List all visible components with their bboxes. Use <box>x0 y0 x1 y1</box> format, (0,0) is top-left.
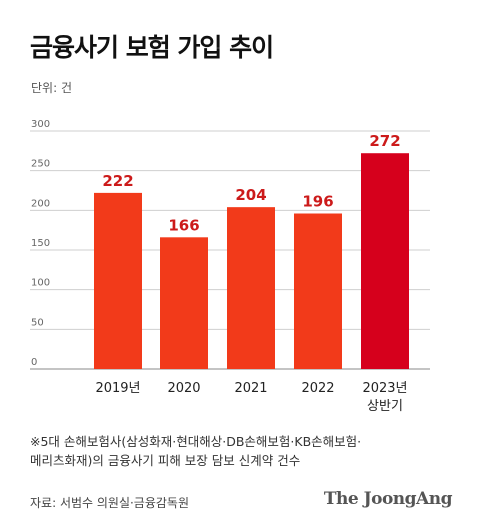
footnote: ※5대 손해보험사(삼성화재·현대해상·DB손해보험·KB손해보험· 메리츠화재… <box>30 432 460 470</box>
y-tick-label: 300 <box>31 119 50 130</box>
x-tick-label: 2022 <box>301 381 334 396</box>
data-label: 166 <box>168 216 199 234</box>
y-tick-label: 250 <box>31 159 50 170</box>
bar <box>94 192 142 369</box>
y-tick-label: 50 <box>31 317 44 328</box>
bar <box>160 237 208 369</box>
bar-chart: 0 50 100 150 200 250 300 222 2019년 166 2020 204 2021… <box>30 119 430 414</box>
chart-title: 금융사기 보험 가입 추이 <box>30 33 274 62</box>
bar <box>227 207 275 369</box>
y-tick-label: 200 <box>31 198 50 209</box>
data-label: 222 <box>102 172 133 190</box>
data-label: 272 <box>369 132 400 150</box>
unit-label: 단위: 건 <box>31 81 72 95</box>
footnote-line-1: ※5대 손해보험사(삼성화재·현대해상·DB손해보험·KB손해보험· <box>30 434 362 449</box>
y-tick-label: 150 <box>31 238 50 249</box>
brand-logo: The JoongAng <box>323 489 453 509</box>
footnote-line-2: 메리츠화재)의 금융사기 피해 보장 담보 신계약 건수 <box>30 453 301 468</box>
x-tick-label: 2023년 <box>362 381 407 396</box>
x-tick-label: 2020 <box>167 381 200 396</box>
bar <box>294 213 342 369</box>
data-label: 196 <box>302 193 333 211</box>
x-tick-label: 2021 <box>234 381 267 396</box>
y-tick-label: 0 <box>31 357 37 368</box>
data-label: 204 <box>235 186 266 204</box>
y-tick-label: 100 <box>31 278 50 289</box>
x-tick-label: 2019년 <box>95 381 140 396</box>
bar <box>361 153 409 369</box>
source-text: 자료: 서범수 의원실·금융감독원 <box>30 496 190 510</box>
x-tick-label: 상반기 <box>367 399 403 414</box>
